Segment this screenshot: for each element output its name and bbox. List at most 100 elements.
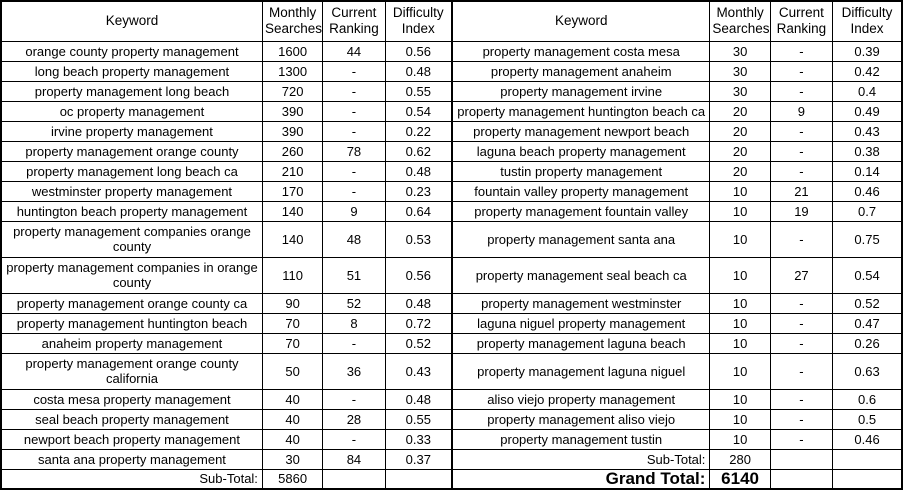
- difficulty-index-cell: 0.23: [384, 180, 453, 202]
- keyword-cell: property management anaheim: [451, 60, 711, 82]
- difficulty-index-cell: 0.49: [832, 100, 903, 122]
- keyword-cell: property management tustin: [451, 428, 711, 450]
- difficulty-index-cell: 0.75: [832, 220, 903, 258]
- current-ranking-cell: -: [769, 80, 834, 102]
- monthly-searches-cell: 30: [261, 448, 324, 470]
- keyword-cell: westminster property management: [0, 180, 263, 202]
- keyword-cell: aliso viejo property management: [451, 388, 711, 410]
- current-ranking-cell: -: [769, 428, 834, 450]
- monthly-searches-cell: 110: [261, 256, 324, 294]
- table-row: irvine property management 390-0.22: [0, 120, 453, 142]
- difficulty-index-cell: 0.55: [384, 80, 453, 102]
- empty-cell: [384, 468, 453, 490]
- keyword-cell: santa ana property management: [0, 448, 263, 470]
- current-ranking-cell: 84: [322, 448, 386, 470]
- current-ranking-cell: -: [322, 332, 386, 354]
- keyword-cell: property management orange county ca: [0, 292, 263, 314]
- table-row: property management tustin 10-0.46: [451, 428, 903, 450]
- empty-cell: [769, 468, 834, 490]
- keyword-cell: oc property management: [0, 100, 263, 122]
- keyword-cell: irvine property management: [0, 120, 263, 142]
- monthly-searches-cell: 10: [709, 180, 771, 202]
- keyword-cell: property management companies orange cou…: [0, 220, 263, 258]
- current-ranking-cell: -: [769, 352, 834, 390]
- keyword-cell: property management long beach ca: [0, 160, 263, 182]
- current-ranking-cell: -: [322, 60, 386, 82]
- current-ranking-cell: 48: [322, 220, 386, 258]
- monthly-searches-cell: 720: [261, 80, 324, 102]
- keyword-cell: property management huntington beach ca: [451, 100, 711, 122]
- keyword-cell: property management orange county: [0, 140, 263, 162]
- difficulty-index-cell: 0.48: [384, 60, 453, 82]
- monthly-searches-cell: 40: [261, 388, 324, 410]
- difficulty-index-cell: 0.56: [384, 40, 453, 62]
- monthly-searches-cell: 30: [709, 80, 771, 102]
- current-ranking-cell: 52: [322, 292, 386, 314]
- table-row: property management companies orange cou…: [0, 220, 453, 258]
- difficulty-index-cell: 0.53: [384, 220, 453, 258]
- current-ranking-cell: 44: [322, 40, 386, 62]
- empty-cell: [832, 448, 903, 470]
- column-header-current_ranking: Current Ranking: [322, 0, 386, 42]
- keyword-cell: seal beach property management: [0, 408, 263, 430]
- table-row: property management costa mesa 30-0.39: [451, 40, 903, 62]
- column-header-difficulty_index: Difficulty Index: [384, 0, 453, 42]
- difficulty-index-cell: 0.63: [832, 352, 903, 390]
- current-ranking-cell: -: [322, 120, 386, 142]
- keyword-cell: property management westminster: [451, 292, 711, 314]
- keyword-cell: property management huntington beach: [0, 312, 263, 334]
- difficulty-index-cell: 0.7: [832, 200, 903, 222]
- monthly-searches-cell: 90: [261, 292, 324, 314]
- table-row: westminster property management 170-0.23: [0, 180, 453, 202]
- current-ranking-cell: -: [769, 312, 834, 334]
- current-ranking-cell: -: [769, 408, 834, 430]
- difficulty-index-cell: 0.46: [832, 428, 903, 450]
- current-ranking-cell: -: [769, 292, 834, 314]
- monthly-searches-cell: 30: [709, 40, 771, 62]
- difficulty-index-cell: 0.62: [384, 140, 453, 162]
- monthly-searches-cell: 40: [261, 408, 324, 430]
- table-row: property management huntington beach ca 2…: [451, 100, 903, 122]
- difficulty-index-cell: 0.54: [832, 256, 903, 294]
- column-header-keyword: Keyword: [0, 0, 263, 42]
- difficulty-index-cell: 0.43: [384, 352, 453, 390]
- monthly-searches-cell: 10: [709, 200, 771, 222]
- table-row: seal beach property management 40 28 0.55: [0, 408, 453, 430]
- current-ranking-cell: -: [769, 160, 834, 182]
- keyword-cell: orange county property management: [0, 40, 263, 62]
- table-row: property management westminster 10-0.52: [451, 292, 903, 314]
- monthly-searches-cell: 30: [709, 60, 771, 82]
- difficulty-index-cell: 0.48: [384, 388, 453, 410]
- table-row: tustin property management 20-0.14: [451, 160, 903, 182]
- monthly-searches-cell: 10: [709, 428, 771, 450]
- table-row: fountain valley property management 10 21 0…: [451, 180, 903, 202]
- column-header-keyword: Keyword: [451, 0, 711, 42]
- keyword-cell: property management companies in orange …: [0, 256, 263, 294]
- monthly-searches-cell: 20: [709, 160, 771, 182]
- current-ranking-cell: 27: [769, 256, 834, 294]
- monthly-searches-cell: 170: [261, 180, 324, 202]
- subtotal-label: Sub-Total:: [451, 448, 711, 470]
- table-row: laguna beach property management 20-0.38: [451, 140, 903, 162]
- current-ranking-cell: -: [322, 428, 386, 450]
- table-row: property management long beach ca 210-0.4…: [0, 160, 453, 182]
- column-header-monthly_searches: Monthly Searches: [261, 0, 324, 42]
- difficulty-index-cell: 0.47: [832, 312, 903, 334]
- grand-total-value: 6140: [709, 468, 771, 490]
- monthly-searches-cell: 1300: [261, 60, 324, 82]
- table-row: property management orange county califo…: [0, 352, 453, 390]
- keyword-cell: newport beach property management: [0, 428, 263, 450]
- monthly-searches-cell: 210: [261, 160, 324, 182]
- empty-cell: [832, 468, 903, 490]
- table-row: property management anaheim 30-0.42: [451, 60, 903, 82]
- keyword-table-left: Keyword Monthly Searches Current Ranking Di…: [0, 0, 453, 490]
- difficulty-index-cell: 0.33: [384, 428, 453, 450]
- monthly-searches-cell: 50: [261, 352, 324, 390]
- difficulty-index-cell: 0.48: [384, 292, 453, 314]
- keyword-cell: property management irvine: [451, 80, 711, 102]
- monthly-searches-cell: 20: [709, 120, 771, 142]
- table-row: property management santa ana 10-0.75: [451, 220, 903, 258]
- monthly-searches-cell: 140: [261, 200, 324, 222]
- table-row: property management laguna beach 10-0.26: [451, 332, 903, 354]
